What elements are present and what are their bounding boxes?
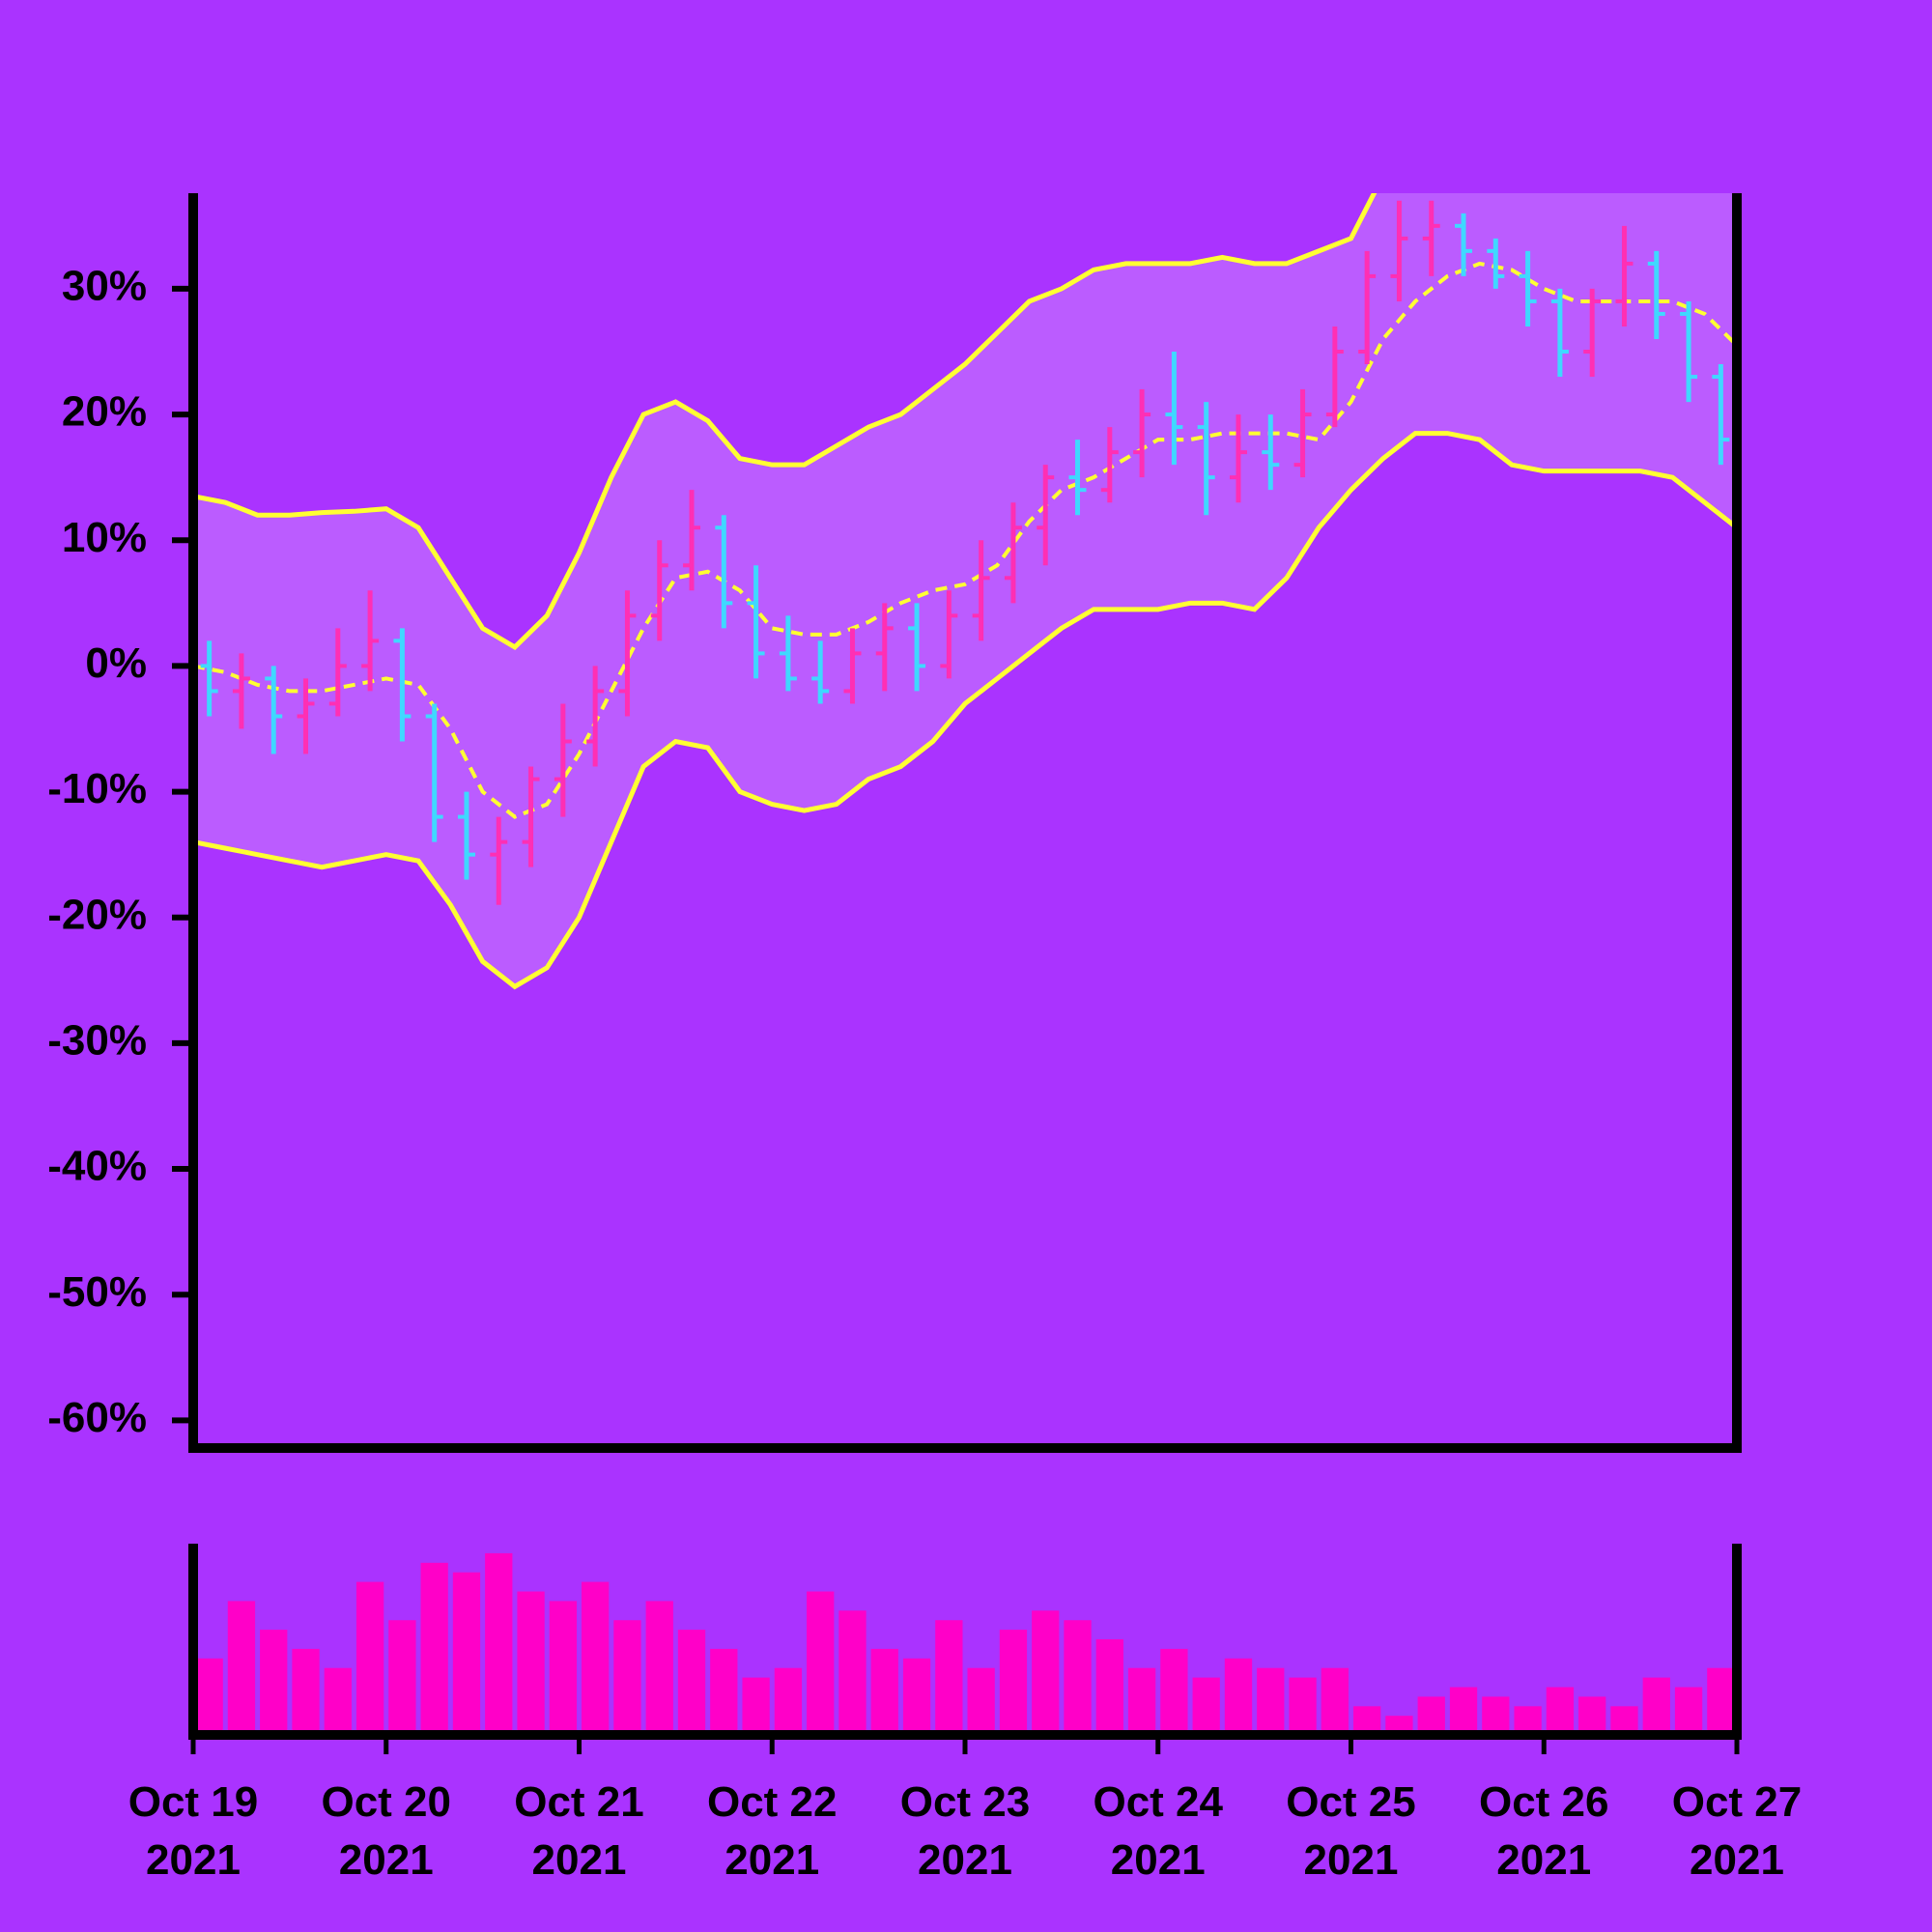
x-tick-label: Oct 27 2021 bbox=[1671, 1778, 1803, 1884]
y-tick-label: -40% bbox=[47, 1143, 147, 1190]
volume-bar bbox=[613, 1620, 641, 1735]
y-tick-label: 30% bbox=[62, 263, 147, 310]
volume-bar bbox=[742, 1677, 770, 1735]
x-tick-label: Oct 20 2021 bbox=[321, 1778, 451, 1884]
volume-bar bbox=[292, 1648, 320, 1735]
y-tick-label: 0% bbox=[85, 639, 147, 687]
x-tick-label: Oct 26 2021 bbox=[1478, 1778, 1609, 1884]
volume-bar bbox=[1674, 1687, 1703, 1735]
volume-bar bbox=[452, 1572, 481, 1735]
y-tick-label: -30% bbox=[47, 1017, 147, 1065]
band-upper bbox=[193, 193, 1378, 651]
band-middle bbox=[193, 261, 1737, 819]
y-tick-label: -60% bbox=[47, 1394, 147, 1441]
volume-bar bbox=[1032, 1610, 1060, 1735]
volume-bar bbox=[774, 1667, 803, 1735]
volume-bar bbox=[1160, 1648, 1188, 1735]
volume-bar bbox=[807, 1591, 835, 1735]
volume-bar bbox=[581, 1581, 610, 1735]
volume-bar bbox=[710, 1648, 738, 1735]
x-tick-label: Oct 22 2021 bbox=[706, 1778, 838, 1884]
volume-bar bbox=[355, 1581, 384, 1735]
volume-bar bbox=[1127, 1667, 1156, 1735]
volume-bar bbox=[1257, 1667, 1285, 1735]
volume-bar bbox=[1578, 1696, 1606, 1735]
x-tick-label: Oct 21 2021 bbox=[514, 1778, 644, 1884]
x-tick-label: Oct 24 2021 bbox=[1093, 1778, 1223, 1884]
volume-bar bbox=[1064, 1620, 1092, 1735]
volume-bar bbox=[388, 1620, 416, 1735]
volume-bar bbox=[420, 1562, 448, 1735]
volume-bar bbox=[260, 1630, 288, 1735]
volume-bar bbox=[935, 1620, 963, 1735]
volume-bar bbox=[549, 1601, 578, 1735]
y-tick-label: -20% bbox=[47, 891, 147, 938]
volume-bar bbox=[1482, 1696, 1510, 1735]
volume-bar bbox=[645, 1601, 673, 1735]
volume-bar bbox=[870, 1648, 898, 1735]
volume-bar bbox=[1417, 1696, 1445, 1735]
volume-bar bbox=[967, 1667, 995, 1735]
volume-bar bbox=[1642, 1677, 1670, 1735]
volume-bar bbox=[1707, 1667, 1735, 1735]
volume-bar bbox=[485, 1552, 513, 1735]
band-fill bbox=[193, 193, 1737, 987]
volume-bar bbox=[902, 1658, 931, 1735]
volume-bar bbox=[324, 1667, 352, 1735]
volume-bar bbox=[677, 1630, 706, 1735]
x-tick-label: Oct 25 2021 bbox=[1286, 1778, 1416, 1884]
y-tick-label: 20% bbox=[62, 388, 147, 436]
x-tick-label: Oct 19 2021 bbox=[128, 1778, 259, 1884]
volume-bar bbox=[1289, 1677, 1317, 1735]
volume-bar bbox=[195, 1658, 223, 1735]
volume-bar bbox=[1546, 1687, 1575, 1735]
volume-bar bbox=[227, 1601, 256, 1735]
volume-bar bbox=[1449, 1687, 1478, 1735]
volume-bar bbox=[838, 1610, 867, 1735]
band-lower bbox=[193, 431, 1737, 990]
x-tick-label: Oct 23 2021 bbox=[899, 1778, 1031, 1884]
volume-bar bbox=[999, 1630, 1028, 1735]
y-tick-label: 10% bbox=[62, 514, 147, 561]
volume-bar bbox=[1095, 1639, 1123, 1735]
volume-bar bbox=[1321, 1667, 1350, 1735]
y-tick-label: -50% bbox=[47, 1268, 147, 1316]
plot-area bbox=[193, 193, 1737, 990]
y-tick-label: -10% bbox=[47, 765, 147, 812]
volume-bar bbox=[1192, 1677, 1220, 1735]
volume-bar bbox=[1224, 1658, 1253, 1735]
volume-bar bbox=[517, 1591, 545, 1735]
